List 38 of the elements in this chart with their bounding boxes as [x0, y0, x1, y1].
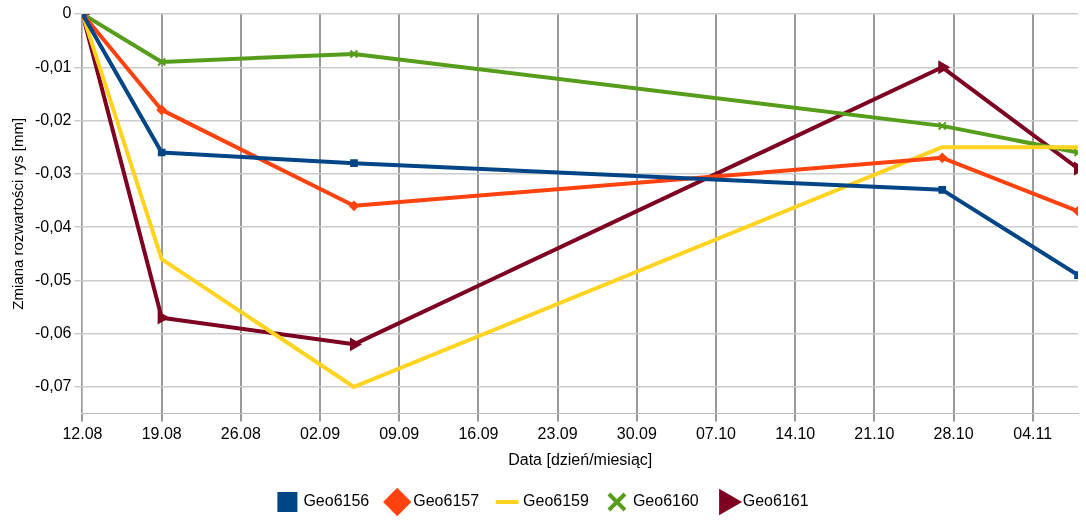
- legend-label: Geo6160: [632, 492, 699, 510]
- x-tick-label: 14.10: [775, 424, 816, 442]
- x-tick-label: 28.10: [933, 424, 974, 442]
- y-tick-label: -0,07: [35, 377, 72, 395]
- y-tick-label: -0,02: [35, 110, 72, 128]
- point: [349, 49, 359, 59]
- point: [348, 200, 359, 211]
- x-axis-title: Data [dzień/miesiąc]: [508, 450, 653, 468]
- x-tick-label: 19.08: [141, 424, 182, 442]
- point: [937, 121, 947, 131]
- x-tick-label: 04.11: [1013, 424, 1053, 442]
- point: [937, 152, 948, 163]
- legend-label: Geo6161: [742, 492, 809, 510]
- point: [350, 159, 358, 168]
- x-tick-label: 26.08: [220, 424, 261, 442]
- y-tick-label: -0,04: [35, 217, 72, 235]
- x-tick-label: 21.10: [854, 424, 895, 442]
- x-tick-label: 23.09: [537, 424, 578, 442]
- x-tick-label: 12.08: [62, 424, 103, 442]
- point: [349, 338, 361, 351]
- point: [938, 186, 947, 194]
- x-tick-label: 09.09: [379, 424, 420, 442]
- y-tick-label: -0,06: [35, 324, 72, 342]
- legend-label: Geo6159: [523, 492, 590, 510]
- y-tick-label: -0,01: [35, 57, 72, 75]
- legend-label: Geo6156: [303, 492, 370, 510]
- y-axis-title: Zmiana rozwartości rys [mm]: [9, 117, 27, 310]
- x-tick-label: 02.09: [300, 424, 341, 442]
- y-tick-label: -0,05: [35, 270, 72, 288]
- x-tick-label: 16.09: [458, 424, 499, 442]
- y-tick-label: -0,03: [35, 164, 72, 182]
- point: [156, 104, 167, 115]
- x-tick-label: 30.09: [616, 424, 657, 442]
- point: [157, 311, 169, 324]
- legend-label: Geo6157: [413, 492, 480, 510]
- x-tick-label: 07.10: [695, 424, 737, 442]
- point: [157, 57, 167, 67]
- y-tick-label: 0: [62, 4, 72, 22]
